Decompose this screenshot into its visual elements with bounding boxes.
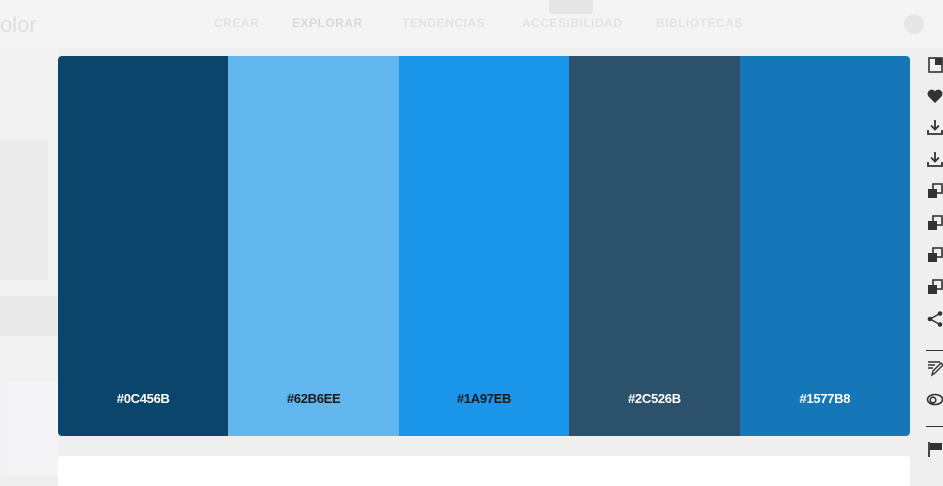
color-swatch-5[interactable]: #1577B8 bbox=[739, 56, 910, 436]
background-card bbox=[8, 382, 58, 475]
creative-cloud-icon[interactable] bbox=[926, 390, 943, 408]
hex-code-label[interactable]: #1577B8 bbox=[799, 391, 851, 406]
logo: olor bbox=[0, 12, 37, 37]
rail-divider bbox=[926, 426, 943, 427]
nav-badge bbox=[549, 0, 593, 14]
action-rail bbox=[920, 52, 943, 475]
hex-code-label[interactable]: #0C456B bbox=[116, 391, 170, 406]
details-panel bbox=[58, 456, 910, 486]
hex-code-label[interactable]: #1A97EB bbox=[456, 391, 512, 406]
top-navigation: olor CREAR EXPLORAR TENDENCIAS ACCESIBIL… bbox=[0, 0, 943, 48]
hex-code-label[interactable]: #2C526B bbox=[628, 391, 681, 406]
copy-icon[interactable] bbox=[926, 182, 943, 200]
edit-icon[interactable] bbox=[926, 359, 943, 377]
copy-icon[interactable] bbox=[926, 214, 943, 232]
share-icon[interactable] bbox=[926, 310, 943, 328]
color-swatch-3[interactable]: #1A97EB bbox=[398, 56, 570, 436]
nav-item-tendencias[interactable]: TENDENCIAS bbox=[402, 16, 486, 30]
background-card bbox=[0, 296, 58, 336]
nav-item-bibliotecas[interactable]: BIBLIOTECAS bbox=[656, 16, 743, 30]
flag-icon[interactable] bbox=[926, 440, 943, 458]
open-in-editor-icon[interactable] bbox=[926, 56, 943, 74]
color-swatch-1[interactable]: #0C456B bbox=[58, 56, 229, 436]
nav-item-crear[interactable]: CREAR bbox=[214, 16, 260, 30]
download-icon[interactable] bbox=[926, 118, 943, 136]
color-swatch-4[interactable]: #2C526B bbox=[569, 56, 740, 436]
heart-icon[interactable] bbox=[926, 87, 943, 105]
color-palette: #0C456B #62B6EE #1A97EB #2C526B #1577B8 bbox=[58, 56, 910, 436]
copy-icon[interactable] bbox=[926, 246, 943, 264]
download-icon[interactable] bbox=[926, 150, 943, 168]
nav-item-accesibilidad[interactable]: ACCESIBILIDAD bbox=[522, 16, 623, 30]
copy-icon[interactable] bbox=[926, 278, 943, 296]
nav-item-explorar[interactable]: EXPLORAR bbox=[292, 16, 363, 30]
background-card bbox=[0, 140, 48, 280]
color-swatch-2[interactable]: #62B6EE bbox=[228, 56, 399, 436]
user-avatar-icon[interactable] bbox=[904, 14, 924, 34]
rail-divider bbox=[926, 350, 943, 351]
hex-code-label[interactable]: #62B6EE bbox=[286, 391, 341, 406]
